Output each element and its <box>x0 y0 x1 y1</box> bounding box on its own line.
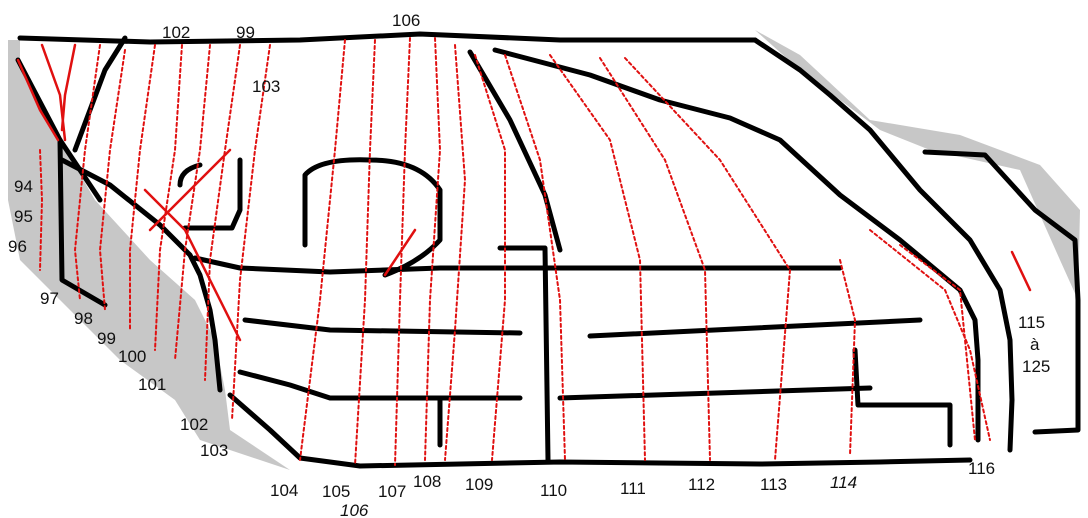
label-105: 105 <box>322 482 350 501</box>
road-far-east <box>922 149 1081 435</box>
contours <box>16 37 1032 466</box>
road-main-eastwest <box>192 255 843 275</box>
label-a: à <box>1030 335 1040 354</box>
label-96: 96 <box>8 237 27 256</box>
label-115: 115 <box>1018 313 1045 332</box>
road-right-bracket <box>852 347 953 448</box>
label-103-top: 103 <box>252 77 280 96</box>
label-109: 109 <box>465 475 493 494</box>
road-southwest-boundary <box>59 157 223 393</box>
road-diagonal-central <box>467 49 563 253</box>
label-112: 112 <box>688 475 715 494</box>
label-102-left: 102 <box>180 415 208 434</box>
label-101: 101 <box>138 375 166 394</box>
road-north-boundary <box>17 31 758 45</box>
road-south-boundary <box>227 392 973 469</box>
label-113: 113 <box>760 475 787 494</box>
label-125: 125 <box>1022 357 1050 376</box>
label-106-top: 106 <box>392 11 420 30</box>
road-northeast-diagonal <box>752 37 1015 453</box>
label-104: 104 <box>270 481 298 500</box>
road-vertical-110 <box>497 245 551 463</box>
label-102-top: 102 <box>162 23 190 42</box>
label-116: 116 <box>968 459 995 478</box>
roads <box>15 31 1081 469</box>
label-106-bottom: 106 <box>340 501 369 518</box>
label-108: 108 <box>413 472 441 491</box>
road-west-edge <box>57 137 108 308</box>
road-row-2-east <box>557 385 873 401</box>
label-98: 98 <box>74 309 93 328</box>
label-100: 100 <box>118 347 146 366</box>
label-107: 107 <box>378 482 406 501</box>
road-upper-right-parallel <box>492 47 981 443</box>
label-99-left: 99 <box>97 329 116 348</box>
road-row-2 <box>237 369 523 401</box>
road-row-1 <box>242 317 523 336</box>
label-94: 94 <box>14 177 33 196</box>
label-97: 97 <box>40 289 59 308</box>
label-95: 95 <box>14 207 33 226</box>
label-99-top: 99 <box>236 23 255 42</box>
label-103-left: 103 <box>200 441 228 460</box>
label-114: 114 <box>830 473 857 492</box>
road-loop <box>302 157 443 278</box>
labels: 94 95 96 97 98 99 100 101 102 103 102 99… <box>8 11 1050 518</box>
road-inner-diagonal <box>72 35 128 153</box>
road-hook <box>182 157 243 231</box>
label-110: 110 <box>540 481 567 500</box>
label-111: 111 <box>620 479 646 498</box>
road-row-1-east <box>587 317 923 339</box>
